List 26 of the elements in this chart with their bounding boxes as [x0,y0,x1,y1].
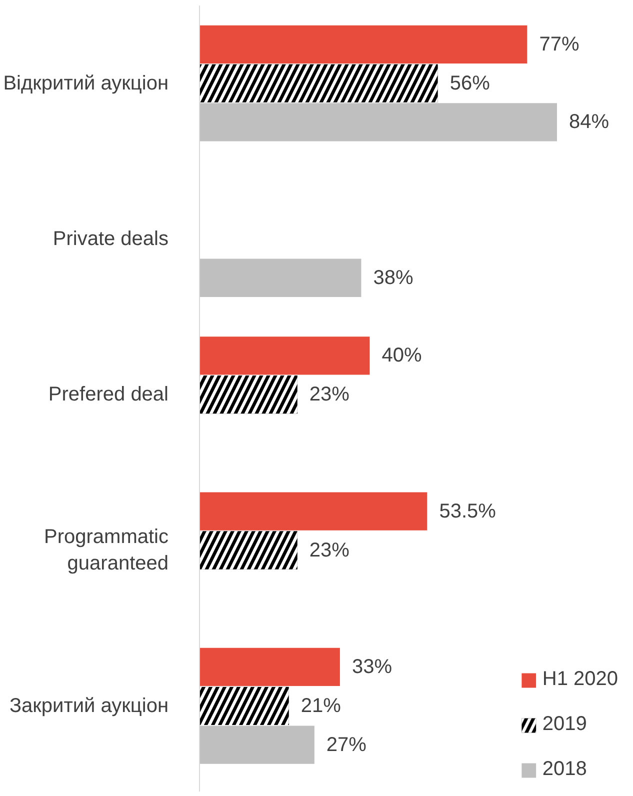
data-label: 53.5% [439,500,496,522]
data-label: 23% [309,384,350,406]
data-label: 23% [309,539,350,562]
bar [200,25,528,64]
data-label: 27% [326,734,367,756]
y-tick-label: Prefered deal [48,384,168,406]
bar [200,726,314,764]
legend-label: H1 2020 [542,668,618,691]
legend-label: 2019 [542,713,587,736]
y-tick-label: Programmatic guaranteed [44,526,169,574]
data-label: 38% [373,266,414,289]
y-tick-label: Закритий аукціон [9,694,169,717]
data-label: 77% [539,33,580,56]
y-tick-label: Private deals [52,228,169,250]
y-tick-label: Відкритий аукціон [3,72,169,94]
legend-label: 2018 [542,758,587,781]
data-label: 84% [569,111,610,134]
data-label: 33% [352,656,392,678]
bar [200,648,340,686]
data-label: 56% [450,72,490,94]
bar [200,492,428,530]
bar [200,258,362,297]
data-label: 40% [382,344,422,367]
bar [200,103,557,142]
bar [200,336,370,375]
data-label: 21% [300,694,342,717]
